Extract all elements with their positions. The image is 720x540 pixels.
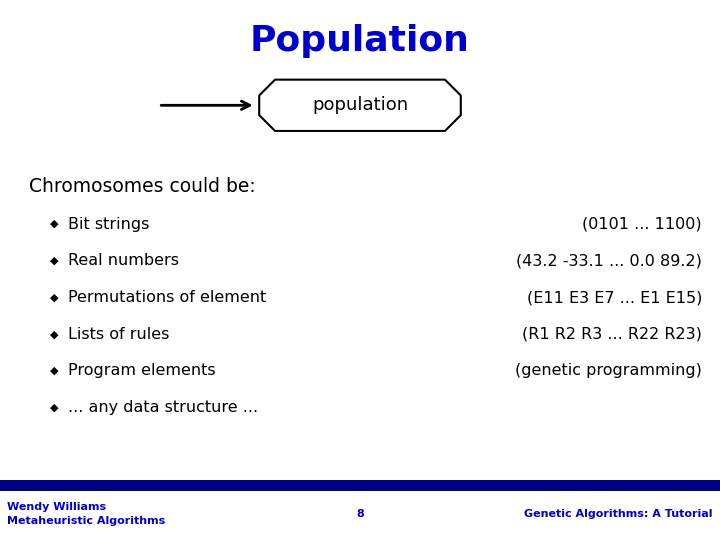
Text: ◆: ◆	[50, 256, 58, 266]
Text: Population: Population	[250, 24, 470, 57]
Text: population: population	[312, 96, 408, 114]
Text: Real numbers: Real numbers	[68, 253, 179, 268]
Text: (genetic programming): (genetic programming)	[515, 363, 702, 379]
Text: ◆: ◆	[50, 366, 58, 376]
Text: ... any data structure ...: ... any data structure ...	[68, 400, 258, 415]
Polygon shape	[259, 79, 461, 131]
Text: Genetic Algorithms: A Tutorial: Genetic Algorithms: A Tutorial	[524, 509, 713, 519]
Text: 8: 8	[356, 509, 364, 519]
Text: (0101 ... 1100): (0101 ... 1100)	[582, 217, 702, 232]
Text: ◆: ◆	[50, 293, 58, 302]
Text: ◆: ◆	[50, 403, 58, 413]
Text: Lists of rules: Lists of rules	[68, 327, 170, 342]
Bar	[0, 480, 720, 491]
Text: ◆: ◆	[50, 219, 58, 229]
Text: Permutations of element: Permutations of element	[68, 290, 266, 305]
Text: Wendy Williams
Metaheuristic Algorithms: Wendy Williams Metaheuristic Algorithms	[7, 502, 166, 526]
Text: Bit strings: Bit strings	[68, 217, 150, 232]
Text: (E11 E3 E7 ... E1 E15): (E11 E3 E7 ... E1 E15)	[526, 290, 702, 305]
Text: Chromosomes could be:: Chromosomes could be:	[29, 177, 256, 196]
Text: (43.2 -33.1 ... 0.0 89.2): (43.2 -33.1 ... 0.0 89.2)	[516, 253, 702, 268]
Text: Program elements: Program elements	[68, 363, 216, 379]
Text: (R1 R2 R3 ... R22 R23): (R1 R2 R3 ... R22 R23)	[522, 327, 702, 342]
Text: ◆: ◆	[50, 329, 58, 339]
